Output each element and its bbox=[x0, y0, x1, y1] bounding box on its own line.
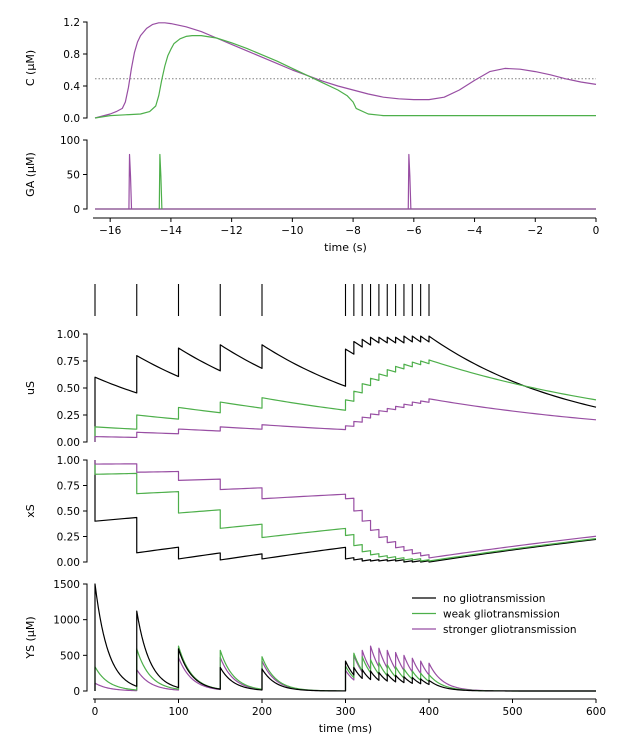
ys-x-ticklabel: 500 bbox=[502, 706, 522, 718]
ys-series bbox=[94, 583, 596, 692]
ga-x-ticklabel: −14 bbox=[160, 225, 182, 237]
legend: no gliotransmission weak gliotransmission… bbox=[412, 593, 577, 636]
ys-x-ticklabel: 0 bbox=[92, 706, 99, 718]
us-y-ticklabel: 0.75 bbox=[57, 356, 80, 368]
ga-x-ticklabel: −6 bbox=[406, 225, 422, 237]
us-y-axis: 0.00 0.25 0.50 0.75 1.00 bbox=[57, 329, 88, 449]
us-line-none bbox=[94, 335, 597, 442]
calcium-line-strong bbox=[94, 22, 597, 119]
us-panel: 0.00 0.25 0.50 0.75 1.00 uS bbox=[24, 329, 597, 449]
us-y-ticklabel: 0.50 bbox=[57, 383, 80, 395]
ys-x-axis: 0 100 200 300 400 500 600 bbox=[92, 698, 606, 718]
us-y-ticklabel: 1.00 bbox=[57, 329, 80, 341]
ys-x-ticklabel: 300 bbox=[335, 706, 355, 718]
legend-label-strong: stronger gliotransmission bbox=[443, 624, 577, 636]
ys-x-ticklabel: 200 bbox=[252, 706, 272, 718]
xs-series bbox=[94, 460, 597, 563]
calcium-y-ticklabel: 0.4 bbox=[63, 81, 80, 93]
ys-y-ticklabel: 1000 bbox=[53, 615, 80, 627]
calcium-y-ticklabel: 1.2 bbox=[63, 17, 80, 29]
xs-y-ticklabel: 0.00 bbox=[57, 557, 80, 569]
ys-y-axis: 0 500 1000 1500 bbox=[53, 579, 88, 698]
ga-x-ticklabel: −12 bbox=[221, 225, 243, 237]
us-y-ticklabel: 0.25 bbox=[57, 410, 80, 422]
ga-y-axis: 0 50 100 bbox=[60, 135, 88, 216]
ga-y-ticklabel: 50 bbox=[67, 170, 80, 182]
us-y-ticklabel: 0.00 bbox=[57, 437, 80, 449]
ys-ylabel: YS (μM) bbox=[24, 616, 37, 659]
xs-y-ticklabel: 1.00 bbox=[57, 455, 80, 467]
calcium-panel: 0.0 0.4 0.8 1.2 C (μM) bbox=[24, 17, 597, 125]
ys-y-ticklabel: 0 bbox=[73, 686, 80, 698]
legend-label-weak: weak gliotransmission bbox=[443, 609, 560, 621]
us-ylabel: uS bbox=[24, 381, 37, 395]
ga-xlabel: time (s) bbox=[324, 241, 367, 254]
ga-x-ticklabel: 0 bbox=[593, 225, 600, 237]
xs-line-strong bbox=[94, 460, 597, 559]
xs-y-ticklabel: 0.75 bbox=[57, 481, 80, 493]
ga-x-ticklabel: −16 bbox=[99, 225, 121, 237]
xs-ylabel: xS bbox=[24, 504, 37, 518]
ga-ylabel: GA (μM) bbox=[24, 152, 37, 197]
xs-panel: 0.00 0.25 0.50 0.75 1.00 xS bbox=[24, 455, 597, 569]
calcium-y-ticklabel: 0.0 bbox=[63, 113, 80, 125]
xs-line-weak bbox=[94, 460, 597, 562]
gliotransmitter-panel: 0 50 100 −16 −14 −12 −10 −8 −6 −4 −2 0 GA (μM) tim… bbox=[24, 135, 599, 254]
calcium-y-ticklabel: 0.8 bbox=[63, 49, 80, 61]
ga-x-ticklabel: −2 bbox=[528, 225, 543, 237]
us-line-weak bbox=[94, 359, 597, 442]
us-line-strong bbox=[94, 398, 597, 442]
ys-y-ticklabel: 1500 bbox=[53, 579, 80, 591]
calcium-ylabel: C (μM) bbox=[24, 50, 37, 86]
ga-x-ticklabel: −8 bbox=[345, 225, 360, 237]
ga-x-axis: −16 −14 −12 −10 −8 −6 −4 −2 0 bbox=[93, 217, 600, 237]
ga-spike-strong bbox=[128, 153, 133, 210]
ys-y-ticklabel: 500 bbox=[60, 650, 80, 662]
calcium-series bbox=[94, 22, 597, 119]
ga-y-ticklabel: 100 bbox=[60, 135, 80, 147]
ys-panel: 0 500 1000 1500 0 100 200 300 400 500 600 no glio… bbox=[24, 579, 606, 735]
ys-line-none bbox=[94, 583, 596, 692]
legend-label-none: no gliotransmission bbox=[443, 593, 545, 605]
ys-x-ticklabel: 600 bbox=[586, 706, 606, 718]
ga-spike-strong bbox=[407, 153, 412, 210]
ys-xlabel: time (ms) bbox=[319, 722, 372, 735]
ys-x-ticklabel: 100 bbox=[168, 706, 188, 718]
ga-spike-weak bbox=[158, 153, 163, 210]
xs-y-axis: 0.00 0.25 0.50 0.75 1.00 bbox=[57, 455, 88, 569]
spike-raster bbox=[94, 284, 430, 316]
ga-series bbox=[95, 153, 596, 210]
us-series bbox=[94, 335, 597, 442]
xs-y-ticklabel: 0.50 bbox=[57, 506, 80, 518]
xs-line-none bbox=[94, 460, 597, 563]
ga-y-ticklabel: 0 bbox=[73, 204, 80, 216]
calcium-y-axis: 0.0 0.4 0.8 1.2 bbox=[63, 17, 88, 125]
ys-x-ticklabel: 400 bbox=[419, 706, 439, 718]
ga-x-ticklabel: −10 bbox=[281, 225, 303, 237]
xs-y-ticklabel: 0.25 bbox=[57, 532, 80, 544]
calcium-line-weak bbox=[94, 35, 596, 119]
ga-x-ticklabel: −4 bbox=[467, 225, 483, 237]
